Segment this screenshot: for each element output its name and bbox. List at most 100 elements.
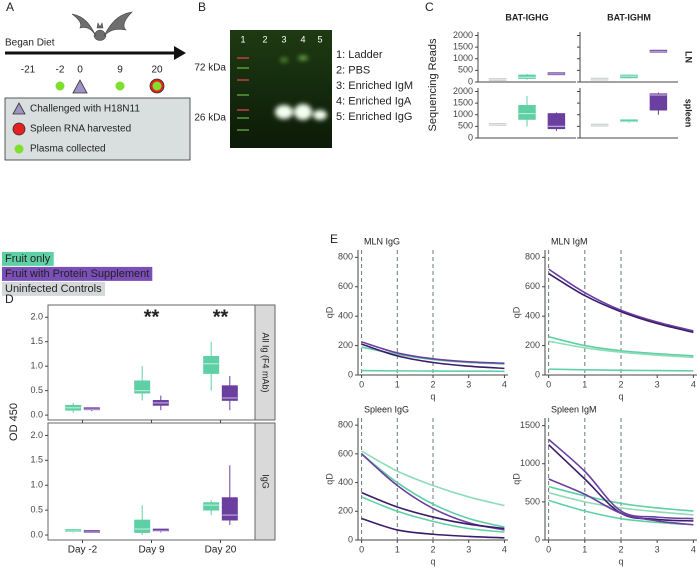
x-tick-label: 4: [691, 379, 696, 389]
line: [548, 335, 694, 357]
line: [361, 450, 505, 507]
line: [548, 340, 694, 359]
box: [134, 519, 151, 533]
box: [203, 502, 220, 511]
x-tick-label: Day 20: [205, 545, 237, 556]
line: [548, 499, 694, 526]
y-tick-label: 600: [525, 281, 540, 291]
start-label: Began Diet: [5, 38, 55, 49]
y-tick-label: 2.0: [30, 312, 43, 322]
line: [361, 491, 505, 530]
ladder: [237, 57, 249, 131]
y-tick-label: 1000: [520, 458, 540, 468]
legend-label: Uninfected Controls: [5, 283, 102, 295]
day-label: 20: [151, 65, 163, 76]
y-tick-label: 1000: [453, 53, 473, 63]
box: [649, 93, 668, 111]
y-tick-label: 1500: [520, 420, 540, 430]
line: [361, 343, 505, 370]
y-axis-label: Sequencing Reads: [427, 38, 439, 131]
timeline-arrow: [174, 46, 186, 60]
y-tick-label: 0: [468, 132, 473, 142]
lane-label: 1: [240, 34, 245, 44]
y-tick-label: 600: [338, 281, 353, 291]
line: [548, 438, 694, 520]
size-marker: 26 kDa: [194, 113, 226, 124]
line: [361, 453, 505, 528]
y-tick-label: 0: [348, 534, 353, 544]
line: [548, 478, 694, 526]
y-axis-label: OD 450: [8, 403, 20, 441]
y-tick-label: 1.5: [30, 455, 43, 465]
lane-label: 5: [317, 34, 322, 44]
legend-text: Plasma collected: [30, 144, 106, 155]
strip: [254, 304, 276, 421]
y-tick-label: 1.0: [30, 361, 43, 371]
y-tick-label: 200: [338, 340, 353, 350]
row-strip: IgG: [261, 474, 271, 489]
legend-label: Fruit with Protein Supplement: [5, 268, 149, 280]
y-tick-label: 2.0: [30, 430, 43, 440]
column-title: BAT-IGHM: [607, 12, 651, 22]
line: [548, 272, 694, 334]
bat-icon: [71, 11, 133, 41]
x-tick-label: 0: [359, 379, 364, 389]
x-tick-label: 1: [582, 544, 587, 554]
row-strip: LN: [684, 51, 694, 63]
gel-key: 3: Enriched IgM: [336, 80, 413, 92]
y-tick-label: 500: [525, 496, 540, 506]
y-tick-label: 600: [338, 448, 353, 458]
column-title: BAT-IGHG: [505, 12, 548, 22]
y-tick-label: 400: [338, 311, 353, 321]
legend-swatch: [2, 251, 54, 266]
y-tick-label: 2000: [453, 30, 473, 40]
day-label: 9: [117, 65, 123, 76]
row-strip: All Ig (F4 mAb): [261, 332, 271, 392]
facet-title: Spleen IgM: [551, 404, 597, 414]
box: [221, 385, 238, 401]
plasma-marker: [115, 81, 125, 91]
lane-label: 3: [281, 34, 286, 44]
line: [361, 517, 505, 539]
y-tick-label: 500: [458, 121, 473, 131]
annotation: **: [144, 306, 160, 328]
x-axis-label: q: [618, 391, 623, 401]
x-tick-label: 0: [546, 379, 551, 389]
x-tick-label: Day 9: [138, 545, 165, 556]
challenge-marker: [72, 79, 88, 94]
box: [221, 497, 238, 521]
x-tick-label: 3: [655, 544, 660, 554]
legend-swatch: [2, 281, 106, 296]
y-tick-label: 400: [525, 311, 540, 321]
line: [548, 491, 694, 516]
x-tick-label: 2: [430, 379, 435, 389]
day-label: 0: [77, 65, 83, 76]
y-tick-label: 200: [338, 506, 353, 516]
y-tick-label: 0.5: [30, 385, 43, 395]
gel-bands: [275, 56, 327, 120]
facet-title: Spleen IgG: [364, 404, 409, 414]
box: [203, 355, 220, 374]
y-tick-label: 0: [468, 76, 473, 86]
y-tick-label: 1.0: [30, 480, 43, 490]
panel-label: B: [198, 0, 206, 14]
gel-key: 5: Enriched IgG: [336, 111, 412, 123]
gel: [230, 30, 332, 148]
y-tick-label: 1000: [453, 109, 473, 119]
y-tick-label: 1.5: [30, 336, 43, 346]
box: [134, 380, 151, 394]
legend-text: Challenged with H18N11: [30, 104, 140, 115]
line: [361, 341, 505, 365]
y-tick-label: 1500: [453, 41, 473, 51]
x-tick-label: 1: [395, 544, 400, 554]
line: [361, 369, 505, 373]
y-tick-label: 0.0: [30, 529, 43, 539]
y-axis-label: qD: [324, 473, 334, 485]
y-tick-label: 0: [535, 534, 540, 544]
gel-key: 1: Ladder: [336, 49, 383, 61]
x-tick-label: 4: [502, 544, 507, 554]
x-tick-label: 0: [359, 544, 364, 554]
legend-text: Spleen RNA harvested: [30, 124, 131, 135]
y-tick-label: 1500: [453, 97, 473, 107]
facet-title: MLN IgG: [364, 236, 400, 246]
